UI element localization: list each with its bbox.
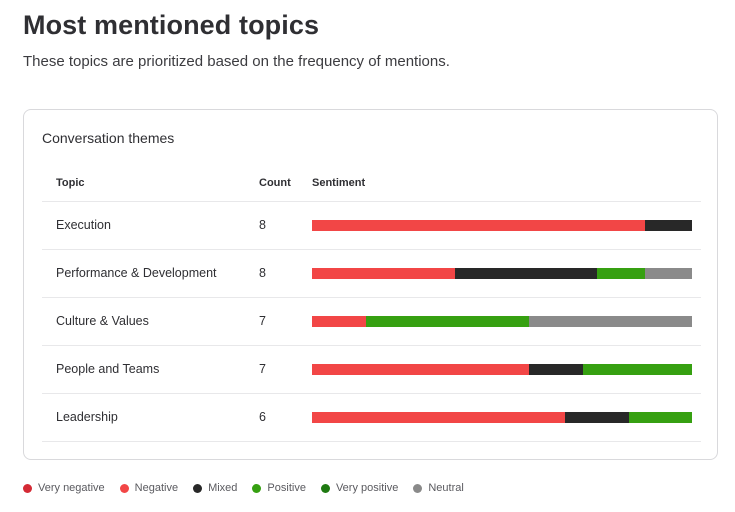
legend-label: Very positive bbox=[335, 482, 399, 494]
table-row[interactable]: Performance & Development 8 bbox=[42, 250, 701, 298]
legend-dot-icon bbox=[413, 483, 423, 493]
legend-item-positive[interactable]: Positive bbox=[252, 482, 306, 494]
topic-label: Leadership bbox=[56, 410, 118, 424]
sentiment-segment-mixed[interactable] bbox=[565, 412, 629, 423]
legend-dot-icon bbox=[252, 483, 262, 493]
legend-item-neutral[interactable]: Neutral bbox=[413, 482, 464, 494]
column-header-sentiment: Sentiment bbox=[312, 177, 366, 189]
legend-item-mixed[interactable]: Mixed bbox=[193, 482, 237, 494]
page-title: Most mentioned topics bbox=[23, 10, 320, 40]
sentiment-segment-neutral[interactable] bbox=[644, 268, 692, 279]
column-header-count: Count bbox=[259, 177, 291, 189]
sentiment-segment-positive[interactable] bbox=[628, 412, 692, 423]
sentiment-segment-negative[interactable] bbox=[312, 364, 530, 375]
topic-label: People and Teams bbox=[56, 362, 160, 376]
themes-table: Topic Count Sentiment Execution 8 Performa… bbox=[42, 166, 701, 442]
topic-label: Performance & Development bbox=[56, 266, 217, 280]
card-title: Conversation themes bbox=[42, 130, 175, 146]
topic-count: 7 bbox=[259, 314, 266, 328]
sentiment-segment-positive[interactable] bbox=[366, 316, 530, 327]
sentiment-bar[interactable] bbox=[312, 412, 692, 423]
page-subtitle: These topics are prioritized based on th… bbox=[23, 53, 450, 70]
sentiment-segment-mixed[interactable] bbox=[644, 220, 692, 231]
sentiment-segment-negative[interactable] bbox=[312, 268, 455, 279]
legend-dot-icon bbox=[193, 483, 203, 493]
sentiment-segment-positive[interactable] bbox=[597, 268, 645, 279]
sentiment-bar[interactable] bbox=[312, 316, 692, 327]
legend-dot-icon bbox=[23, 483, 32, 493]
topic-count: 8 bbox=[259, 266, 266, 280]
legend-label: Negative bbox=[134, 482, 179, 494]
legend-label: Neutral bbox=[428, 482, 464, 494]
sentiment-segment-mixed[interactable] bbox=[529, 364, 584, 375]
sentiment-legend: Very negative Negative Mixed Positive Very p… bbox=[23, 482, 479, 494]
legend-label: Positive bbox=[267, 482, 306, 494]
table-row[interactable]: Culture & Values 7 bbox=[42, 298, 701, 346]
legend-dot-icon bbox=[320, 483, 330, 493]
sentiment-segment-negative[interactable] bbox=[312, 412, 566, 423]
sentiment-segment-positive[interactable] bbox=[583, 364, 692, 375]
conversation-themes-card: Conversation themes Topic Count Sentimen… bbox=[23, 109, 718, 460]
topic-label: Culture & Values bbox=[56, 314, 149, 328]
sentiment-segment-negative[interactable] bbox=[312, 220, 645, 231]
column-header-topic: Topic bbox=[56, 177, 85, 189]
legend-label: Very negative bbox=[38, 482, 105, 494]
legend-item-very-negative[interactable]: Very negative bbox=[23, 482, 105, 494]
table-row[interactable]: Leadership 6 bbox=[42, 394, 701, 442]
topic-count: 6 bbox=[259, 410, 266, 424]
topic-count: 8 bbox=[259, 218, 266, 232]
sentiment-segment-neutral[interactable] bbox=[529, 316, 692, 327]
sentiment-bar[interactable] bbox=[312, 364, 692, 375]
topic-count: 7 bbox=[259, 362, 266, 376]
legend-label: Mixed bbox=[208, 482, 238, 494]
table-row[interactable]: People and Teams 7 bbox=[42, 346, 701, 394]
legend-dot-icon bbox=[119, 483, 129, 493]
topic-label: Execution bbox=[56, 218, 111, 232]
sentiment-segment-negative[interactable] bbox=[312, 316, 367, 327]
sentiment-bar[interactable] bbox=[312, 220, 692, 231]
table-row[interactable]: Execution 8 bbox=[42, 202, 701, 250]
sentiment-bar[interactable] bbox=[312, 268, 692, 279]
legend-item-negative[interactable]: Negative bbox=[119, 482, 179, 494]
legend-item-very-positive[interactable]: Very positive bbox=[320, 482, 399, 494]
table-header: Topic Count Sentiment bbox=[42, 166, 701, 202]
sentiment-segment-mixed[interactable] bbox=[454, 268, 597, 279]
